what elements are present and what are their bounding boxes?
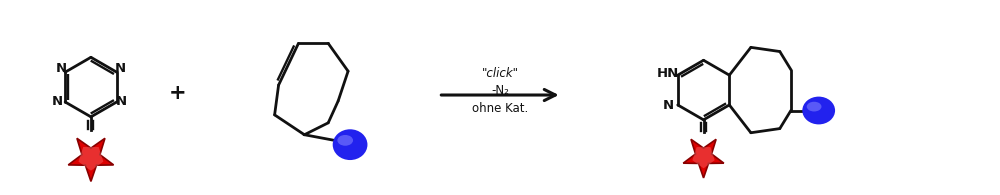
Text: HN: HN <box>657 67 679 80</box>
Text: N: N <box>662 99 673 113</box>
Text: N: N <box>116 96 127 108</box>
Text: ohne Kat.: ohne Kat. <box>472 102 528 115</box>
Polygon shape <box>78 147 103 171</box>
Text: N: N <box>52 96 63 108</box>
Text: N: N <box>115 62 126 75</box>
Polygon shape <box>683 139 724 178</box>
Ellipse shape <box>333 129 367 160</box>
Polygon shape <box>68 138 114 181</box>
Text: N: N <box>56 62 67 75</box>
Text: +: + <box>169 83 186 103</box>
Text: "click": "click" <box>481 67 518 80</box>
Text: -N₂: -N₂ <box>491 83 509 97</box>
Ellipse shape <box>807 102 821 112</box>
Ellipse shape <box>337 135 353 146</box>
Polygon shape <box>692 147 715 168</box>
Ellipse shape <box>802 97 835 124</box>
